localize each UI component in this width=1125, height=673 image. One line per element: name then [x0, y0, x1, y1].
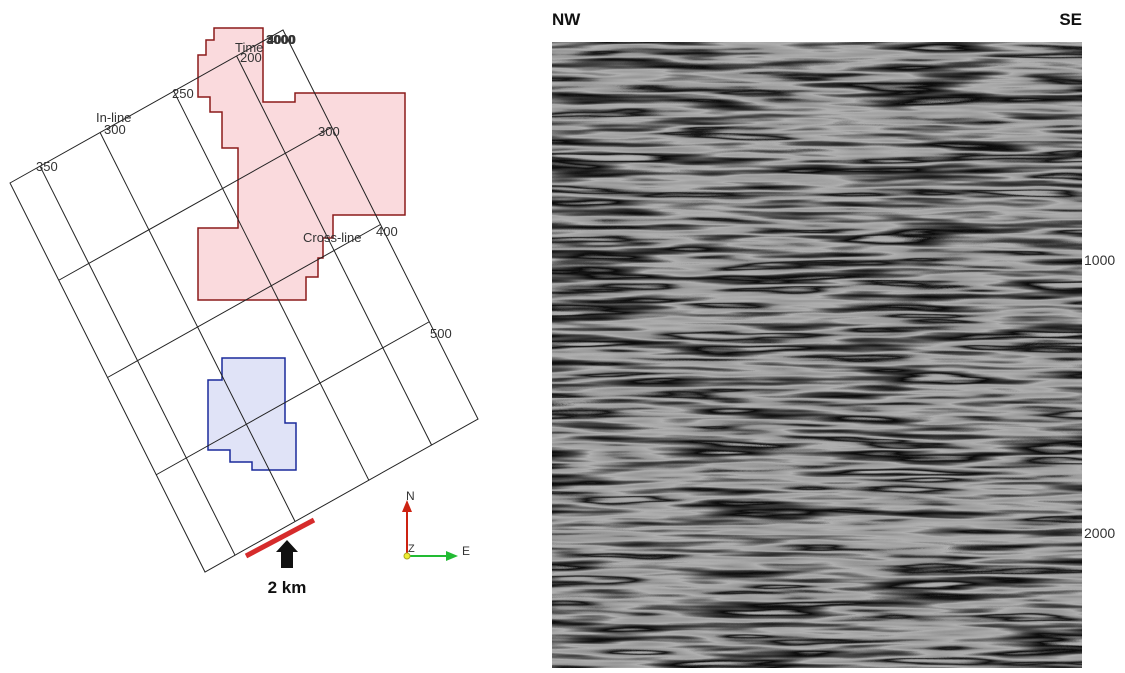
depth-tick: 1000	[1084, 252, 1115, 268]
inline-tick: 200	[240, 50, 262, 65]
left-label: NW	[552, 10, 581, 29]
crossline-tick: 500	[430, 326, 452, 341]
crossline-tick: 300	[318, 124, 340, 139]
time-value: 4000	[267, 32, 296, 47]
scale-arrow	[276, 540, 298, 568]
crossline-tick: 400	[376, 224, 398, 239]
east-arrowhead	[446, 551, 458, 561]
survey-map: Time 3000 4000 200 250 300 350 In-line 3…	[10, 28, 478, 597]
survey-area-red	[198, 28, 405, 300]
inline-label: In-line	[96, 110, 131, 125]
scale-label: 2 km	[268, 578, 307, 597]
crossline-label: Cross-line	[303, 230, 362, 245]
right-label: SE	[1059, 10, 1082, 29]
compass-east: E	[462, 544, 470, 558]
inline-tick: 350	[36, 159, 58, 174]
seismic-section: NW SE 1000 2000	[552, 10, 1115, 668]
depth-tick: 2000	[1084, 525, 1115, 541]
inline-tick: 250	[172, 86, 194, 101]
seismic-image	[552, 42, 1082, 668]
compass-z: Z	[408, 543, 415, 555]
compass-north: N	[406, 489, 415, 503]
figure: Time 3000 4000 200 250 300 350 In-line 3…	[0, 0, 1125, 673]
